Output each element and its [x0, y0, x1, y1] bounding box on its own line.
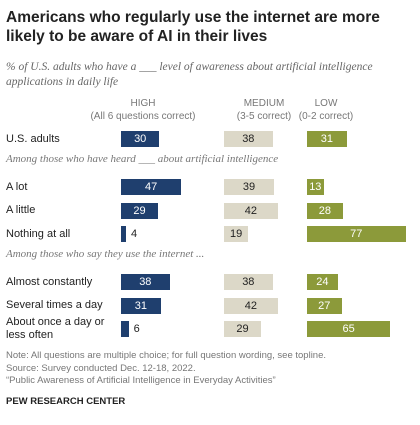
bar: [307, 274, 338, 290]
category-label: Nothing at all: [6, 227, 71, 240]
bar: [224, 321, 262, 337]
column-header: LOW: [314, 98, 338, 109]
bar: [224, 226, 249, 242]
column-note: (3-5 correct): [236, 111, 292, 122]
category-label: U.S. adults: [6, 132, 60, 145]
category-label: About once a day or less often: [6, 316, 105, 341]
value-label: 4: [131, 228, 138, 240]
bar: [307, 321, 391, 337]
column-header: HIGH: [130, 98, 156, 109]
section-heading: Among those who say they use the interne…: [6, 248, 205, 260]
chart-title: Americans who regularly use the internet…: [6, 9, 380, 45]
bar: [224, 202, 278, 219]
bar: [121, 297, 161, 314]
value-label: 13: [309, 181, 322, 193]
value-label: 31: [134, 299, 147, 312]
value-label: 28: [318, 204, 332, 217]
note: Source: Survey conducted Dec. 12-18, 202…: [6, 362, 196, 374]
value-label: 30: [134, 133, 147, 145]
bar: [307, 202, 343, 219]
bar: [307, 131, 347, 147]
category-label: Several times a day: [6, 299, 103, 311]
bar: [224, 179, 274, 195]
bar: [307, 179, 324, 195]
bar: [121, 274, 170, 290]
category-label: A little: [6, 204, 36, 216]
value-label: 19: [230, 228, 243, 240]
value-label: 24: [316, 276, 329, 288]
value-label: 77: [350, 228, 363, 240]
column-header: MEDIUM: [243, 98, 285, 109]
value-label: 38: [242, 276, 255, 288]
section-heading: Among those who have heard ___ about art…: [6, 153, 279, 165]
value-label: 29: [236, 323, 249, 335]
credit: PEW RESEARCH CENTER: [6, 396, 126, 407]
bar: [121, 179, 182, 195]
bar: [121, 226, 127, 242]
value-label: 27: [318, 299, 331, 312]
value-label: 31: [320, 133, 333, 145]
bar: [224, 131, 273, 147]
bar: [307, 297, 342, 314]
category-label: A lot: [6, 180, 28, 193]
value-label: 65: [342, 323, 355, 335]
column-note: (0-2 correct): [298, 111, 354, 122]
bar: [121, 321, 129, 337]
chart-subtitle: % of U.S. adults who have a ___ level of…: [6, 61, 373, 88]
note: Note: All questions are multiple choice;…: [6, 350, 327, 361]
bar: [307, 226, 406, 242]
value-label: 38: [139, 276, 152, 288]
value-label: 42: [244, 299, 257, 312]
category-label: Almost constantly: [6, 275, 93, 288]
value-label: 42: [244, 204, 257, 217]
value-label: 29: [133, 204, 146, 217]
value-label: 6: [133, 323, 140, 335]
column-note: (All 6 questions correct): [90, 111, 196, 122]
value-label: 39: [242, 181, 256, 193]
bar: [224, 274, 273, 290]
bar: [121, 131, 160, 147]
bar: [121, 202, 159, 219]
value-label: 47: [144, 181, 158, 193]
value-label: 38: [242, 133, 255, 145]
bar: [224, 297, 278, 314]
note: “Public Awareness of Artificial Intellig…: [6, 375, 276, 386]
